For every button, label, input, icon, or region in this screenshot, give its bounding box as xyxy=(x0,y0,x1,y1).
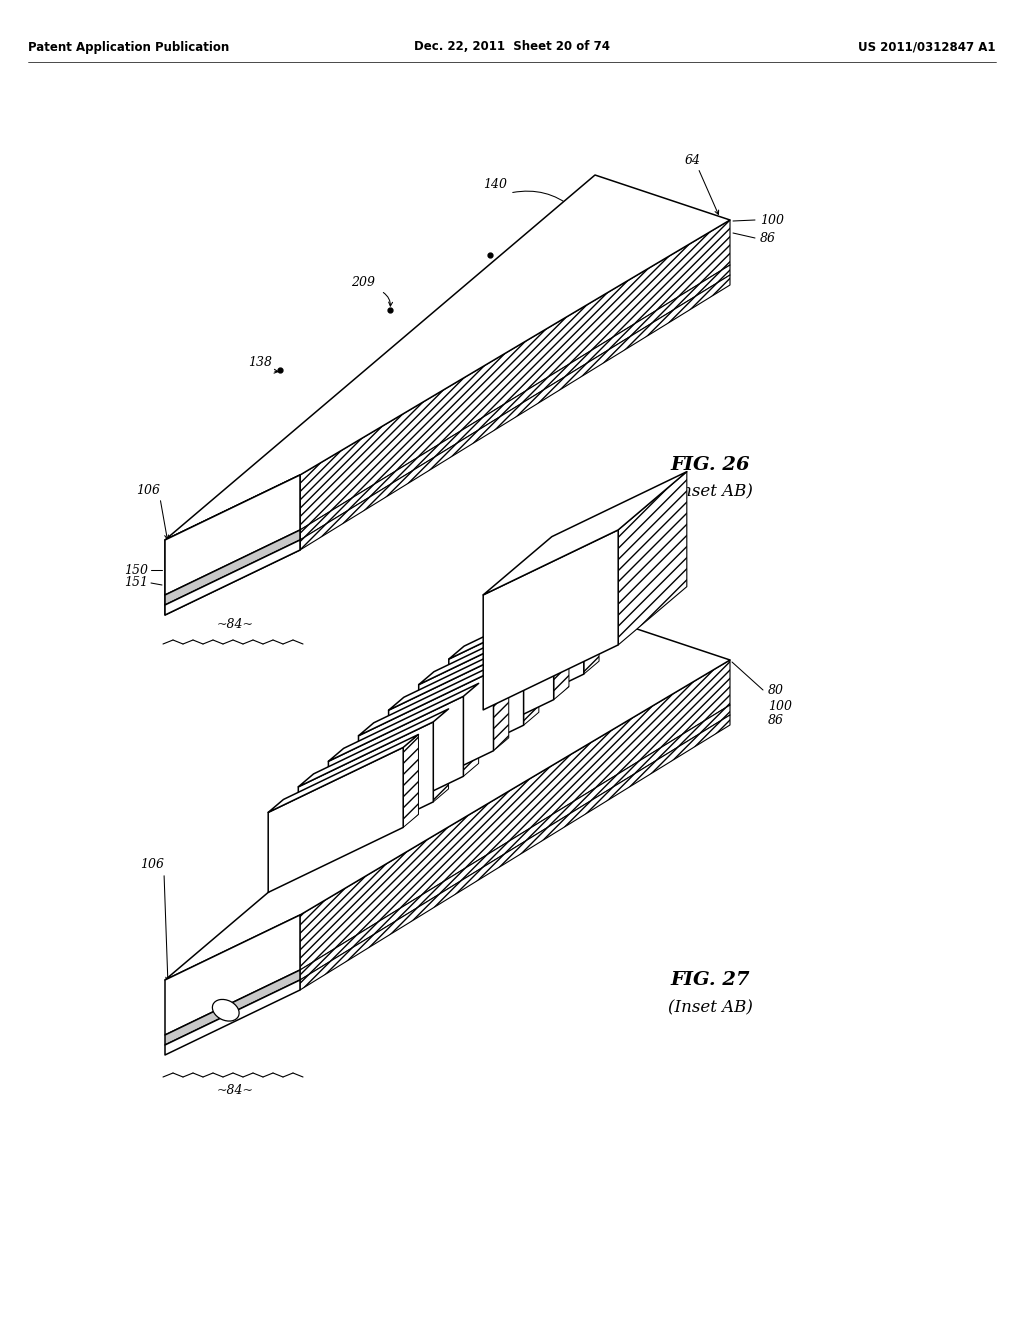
Polygon shape xyxy=(298,722,433,867)
Polygon shape xyxy=(554,607,569,700)
Polygon shape xyxy=(300,705,730,979)
Polygon shape xyxy=(419,619,554,764)
Polygon shape xyxy=(449,594,584,739)
Text: 106: 106 xyxy=(136,483,160,496)
Text: 60: 60 xyxy=(572,642,588,655)
Text: 62: 62 xyxy=(479,726,495,739)
Text: 86: 86 xyxy=(768,714,784,726)
Polygon shape xyxy=(449,581,599,659)
Text: 140: 140 xyxy=(483,178,507,191)
Polygon shape xyxy=(300,265,730,540)
Text: (Inset AB): (Inset AB) xyxy=(668,483,753,500)
Polygon shape xyxy=(388,645,523,791)
Polygon shape xyxy=(433,709,449,801)
Polygon shape xyxy=(165,176,730,540)
Polygon shape xyxy=(329,697,464,841)
Text: 138: 138 xyxy=(248,356,272,370)
Text: 130: 130 xyxy=(496,714,520,726)
Text: ~84~: ~84~ xyxy=(216,1084,254,1097)
Polygon shape xyxy=(358,671,494,816)
Polygon shape xyxy=(165,540,300,615)
Polygon shape xyxy=(494,657,509,751)
Text: 151: 151 xyxy=(124,577,148,590)
Polygon shape xyxy=(165,970,300,1045)
Text: (Inset AB): (Inset AB) xyxy=(668,999,753,1016)
Polygon shape xyxy=(464,684,478,776)
Polygon shape xyxy=(300,660,730,970)
Text: 94: 94 xyxy=(482,762,498,775)
Polygon shape xyxy=(268,734,419,812)
Polygon shape xyxy=(268,747,403,892)
Polygon shape xyxy=(300,715,730,990)
Text: 94: 94 xyxy=(587,668,603,681)
Text: 150: 150 xyxy=(124,564,148,577)
Text: 130: 130 xyxy=(435,748,459,762)
Polygon shape xyxy=(165,915,300,1035)
Polygon shape xyxy=(483,471,687,595)
Polygon shape xyxy=(523,632,539,725)
Text: 74: 74 xyxy=(532,698,548,711)
Text: Dec. 22, 2011  Sheet 20 of 74: Dec. 22, 2011 Sheet 20 of 74 xyxy=(414,41,610,54)
Text: ~84~: ~84~ xyxy=(216,619,254,631)
Polygon shape xyxy=(403,734,419,828)
Polygon shape xyxy=(165,475,300,595)
Text: 72: 72 xyxy=(300,832,316,845)
Polygon shape xyxy=(298,709,449,787)
Text: 86: 86 xyxy=(760,231,776,244)
Text: 100: 100 xyxy=(760,214,784,227)
Text: 106: 106 xyxy=(140,858,164,871)
Text: 209: 209 xyxy=(351,276,375,289)
Text: 100: 100 xyxy=(768,700,792,713)
Polygon shape xyxy=(584,581,599,675)
Polygon shape xyxy=(300,220,730,531)
Polygon shape xyxy=(165,979,300,1055)
Polygon shape xyxy=(165,540,300,615)
Ellipse shape xyxy=(212,999,240,1022)
Polygon shape xyxy=(300,275,730,550)
Polygon shape xyxy=(618,471,687,645)
Polygon shape xyxy=(165,475,300,595)
Polygon shape xyxy=(419,607,569,685)
Text: 64: 64 xyxy=(685,153,701,166)
Polygon shape xyxy=(165,615,730,979)
Text: 80: 80 xyxy=(768,684,784,697)
Polygon shape xyxy=(388,632,539,710)
Polygon shape xyxy=(165,531,300,605)
Polygon shape xyxy=(358,657,509,735)
Polygon shape xyxy=(483,529,618,710)
Text: 131: 131 xyxy=(381,784,406,796)
Text: FIG. 26: FIG. 26 xyxy=(670,455,750,474)
Text: FIG. 27: FIG. 27 xyxy=(670,972,750,989)
Polygon shape xyxy=(329,684,478,762)
Polygon shape xyxy=(165,531,300,605)
Text: US 2011/0312847 A1: US 2011/0312847 A1 xyxy=(858,41,996,54)
Text: Patent Application Publication: Patent Application Publication xyxy=(28,41,229,54)
